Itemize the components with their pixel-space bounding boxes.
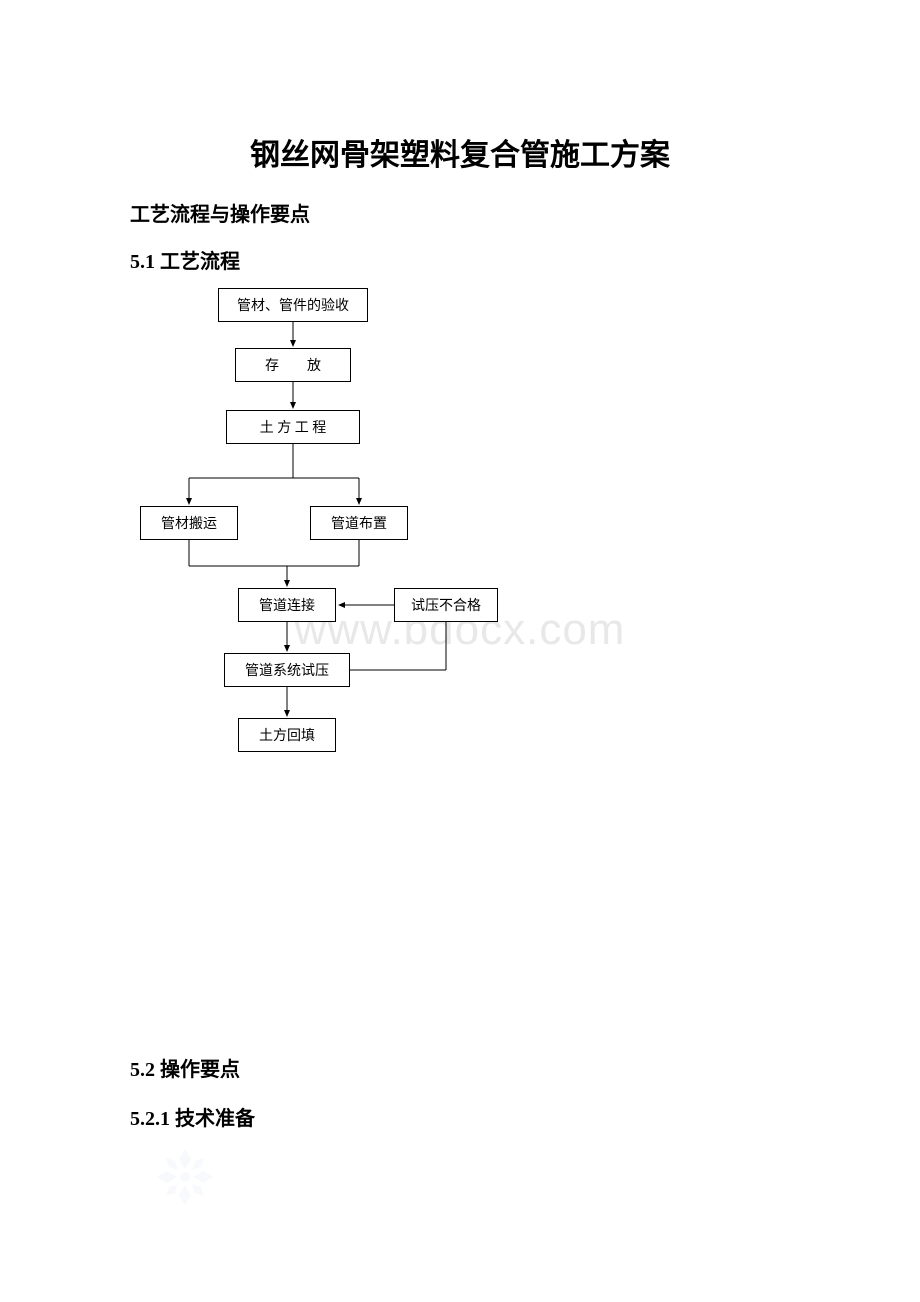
heading-52: 5.2 操作要点	[130, 1053, 790, 1082]
watermark-logo-icon	[155, 1147, 215, 1207]
heading-51: 5.1 工艺流程	[130, 245, 790, 274]
flow-node-pressure-test: 管道系统试压	[224, 653, 350, 687]
flow-node-layout: 管道布置	[310, 506, 408, 540]
heading-process: 工艺流程与操作要点	[130, 198, 790, 227]
document-page: 钢丝网骨架塑料复合管施工方案 工艺流程与操作要点 5.1 工艺流程 管材、管件的…	[0, 0, 920, 1131]
heading-521: 5.2.1 技术准备	[130, 1102, 790, 1131]
flow-node-inspection: 管材、管件的验收	[218, 288, 368, 322]
flow-node-storage: 存 放	[235, 348, 351, 382]
flow-node-connect: 管道连接	[238, 588, 336, 622]
lower-headings: 5.2 操作要点 5.2.1 技术准备	[130, 1053, 790, 1131]
flow-node-fail: 试压不合格	[394, 588, 498, 622]
process-flowchart: 管材、管件的验收 存 放 土 方 工 程 管材搬运 管道布置 管道连接 试压不合…	[140, 288, 790, 798]
document-title: 钢丝网骨架塑料复合管施工方案	[130, 130, 790, 174]
flow-node-backfill: 土方回填	[238, 718, 336, 752]
flow-node-earthwork: 土 方 工 程	[226, 410, 360, 444]
flow-node-transport: 管材搬运	[140, 506, 238, 540]
